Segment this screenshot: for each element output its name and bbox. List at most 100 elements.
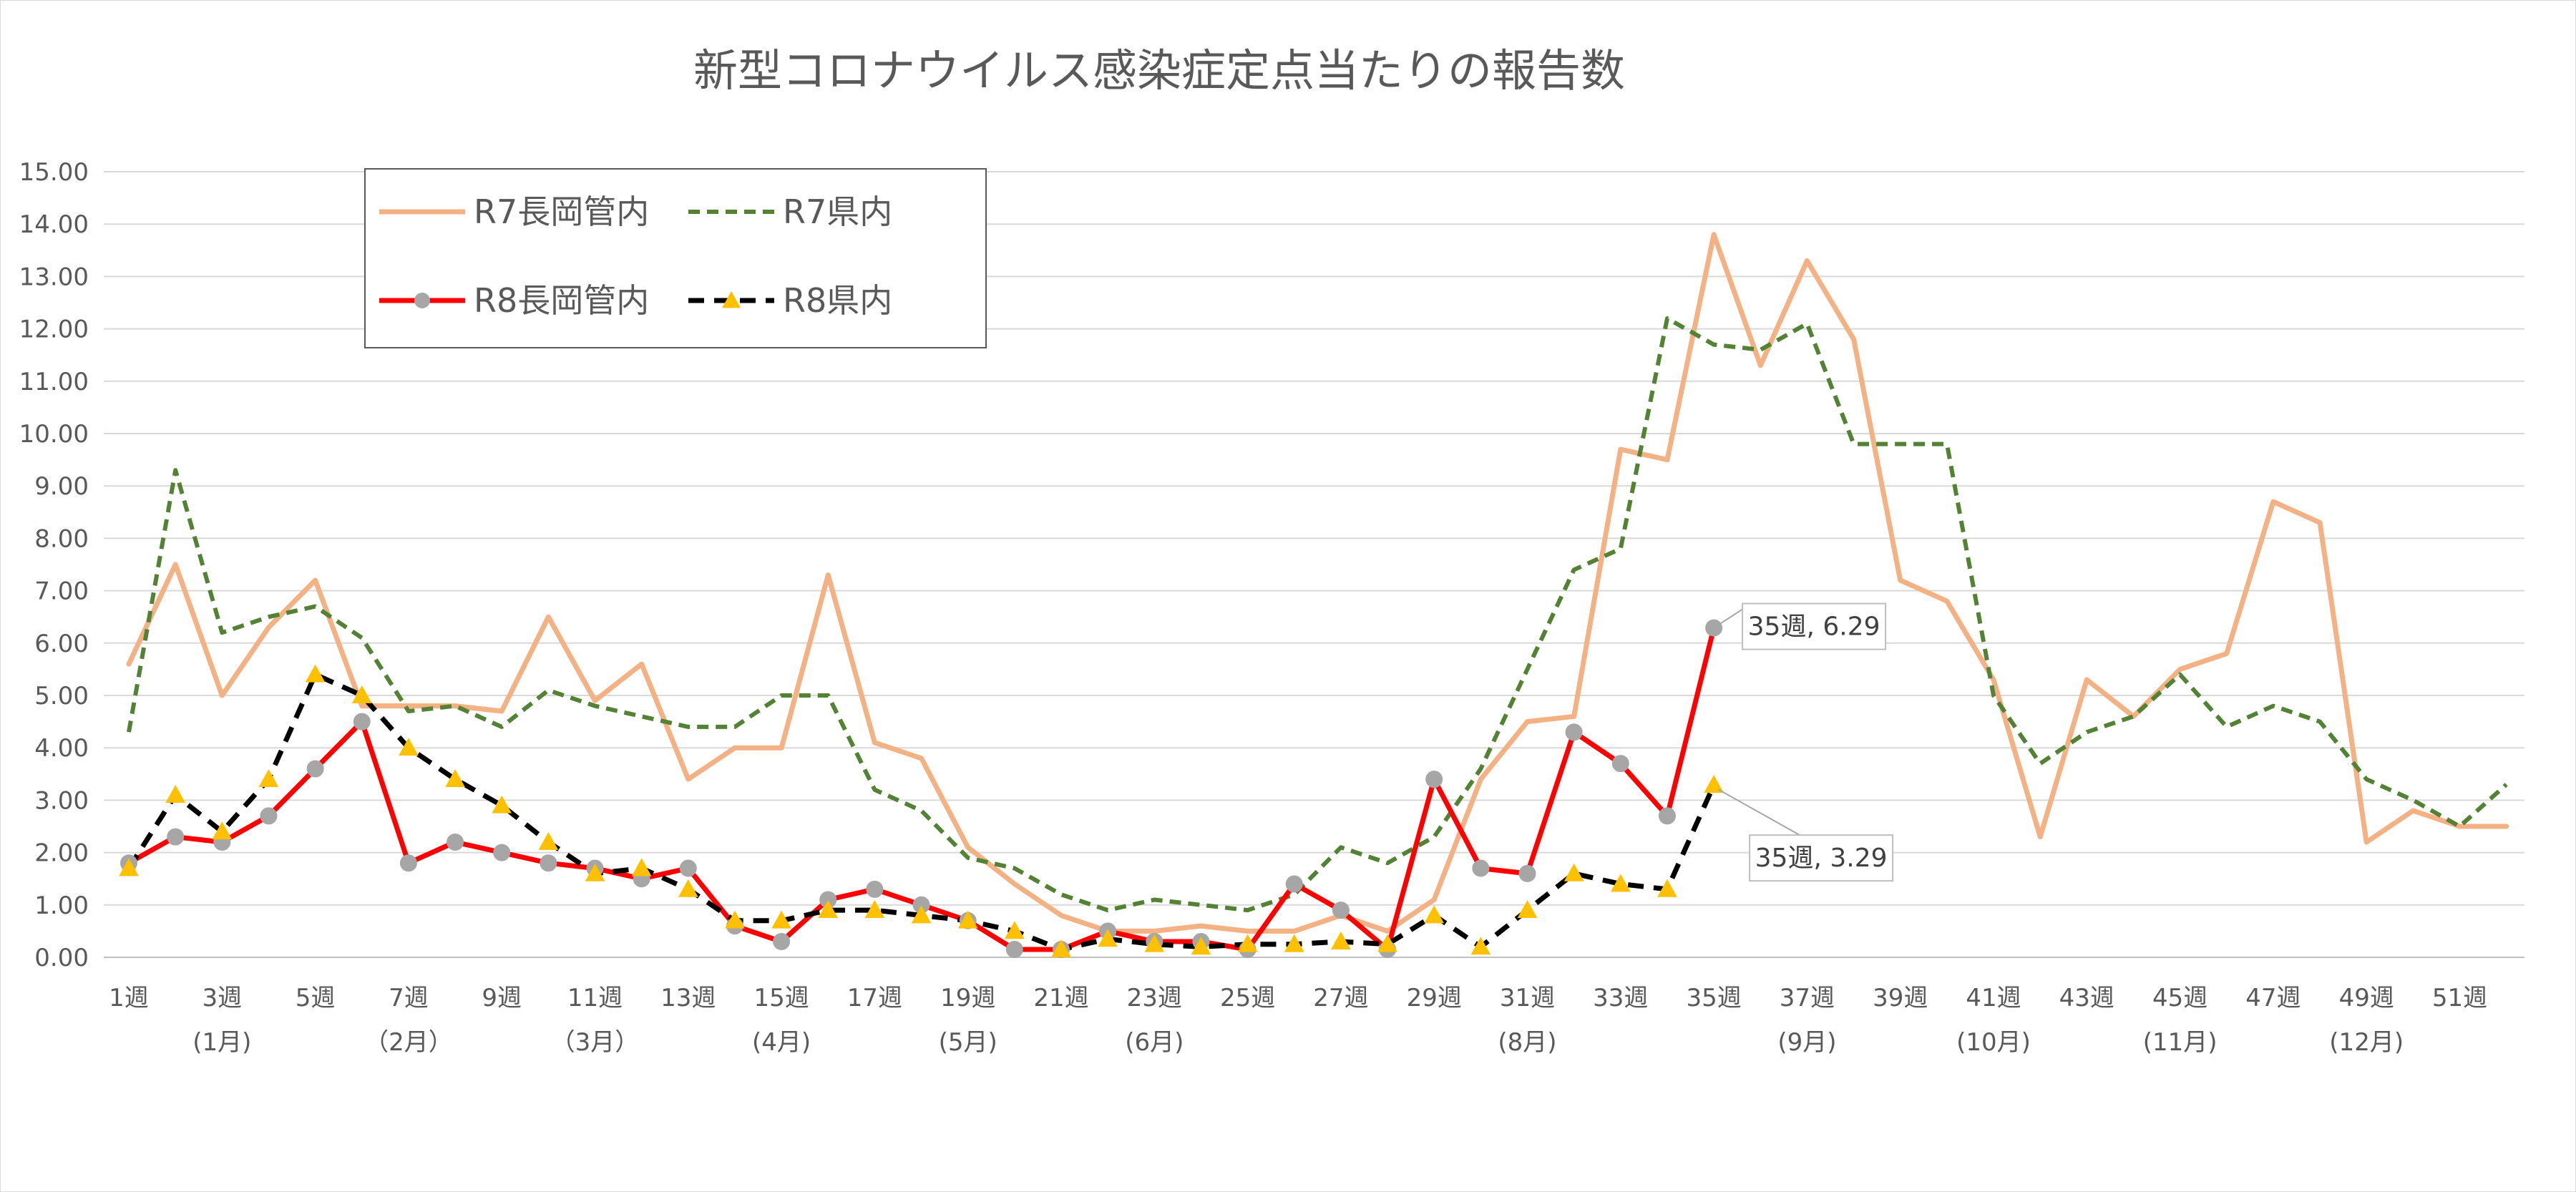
- data-point: [260, 807, 278, 825]
- data-point: [1705, 619, 1723, 637]
- data-point: [1098, 929, 1118, 947]
- x-tick-label: 11週: [567, 984, 623, 1012]
- x-tick-label: 43週: [2059, 984, 2114, 1012]
- y-tick-label: 0.00: [34, 944, 89, 972]
- data-point: [1191, 937, 1211, 955]
- x-axis-ticks: 1週 3週 5週 7週 9週 11週 13週 15週 17週 19週 21週 23週 25週 27週 29週…: [109, 984, 2487, 1012]
- legend-swatch-marker: [414, 293, 430, 308]
- data-point: [1332, 902, 1350, 919]
- x-tick-label: 3週: [202, 984, 242, 1012]
- data-point: [1517, 900, 1538, 919]
- x-tick-label: 39週: [1873, 984, 1928, 1012]
- data-point: [1005, 921, 1025, 939]
- x-tick-label: 5週: [296, 984, 336, 1012]
- legend-label: R7長岡管内: [474, 192, 649, 231]
- y-tick-label: 1.00: [34, 891, 89, 920]
- data-point: [771, 910, 791, 929]
- y-tick-label: 12.00: [19, 316, 89, 344]
- data-point: [911, 905, 932, 924]
- x-tick-label: 25週: [1220, 984, 1275, 1012]
- data-point: [1565, 723, 1583, 741]
- month-labels: (1月) （2月） （3月） (4月) (5月) (6月) (8月) (9月) (10月) (11…: [192, 1028, 2404, 1057]
- y-tick-label: 5.00: [34, 682, 89, 710]
- legend-label: R8県内: [783, 281, 892, 320]
- legend-box: [364, 168, 987, 348]
- month-label: (10月): [1956, 1028, 2031, 1057]
- data-point: [1237, 934, 1258, 952]
- legend-swatch-marker: [722, 291, 741, 308]
- y-axis-ticks: 0.00 1.00 2.00 3.00 4.00 5.00 6.00 7.00 8.00 9.00…: [19, 158, 89, 972]
- x-tick-label: 29週: [1407, 984, 1462, 1012]
- data-point: [258, 769, 279, 788]
- data-point: [212, 821, 233, 840]
- x-tick-label: 27週: [1313, 984, 1368, 1012]
- x-tick-label: 7週: [389, 984, 429, 1012]
- x-tick-label: 35週: [1686, 984, 1741, 1012]
- legend-label: R8長岡管内: [474, 281, 649, 320]
- data-point: [866, 880, 884, 898]
- callout-label: 35週, 6.29: [1748, 612, 1880, 642]
- data-point: [1424, 905, 1445, 924]
- month-label: (8月): [1498, 1028, 1556, 1057]
- data-point: [585, 863, 605, 881]
- series-line-1: [127, 316, 2508, 913]
- x-tick-label: 37週: [1780, 984, 1835, 1012]
- month-label: (11月): [2143, 1028, 2218, 1057]
- x-tick-label: 41週: [1966, 984, 2021, 1012]
- x-tick-label: 23週: [1127, 984, 1182, 1012]
- data-point: [353, 713, 371, 731]
- month-label: (9月): [1777, 1028, 1836, 1057]
- data-point: [957, 910, 978, 929]
- x-tick-label: 13週: [660, 984, 716, 1012]
- y-tick-label: 4.00: [34, 734, 89, 763]
- data-point: [492, 795, 512, 814]
- y-tick-label: 6.00: [34, 630, 89, 658]
- data-point: [1610, 874, 1631, 892]
- data-point: [165, 785, 185, 803]
- y-tick-label: 8.00: [34, 524, 89, 553]
- data-point: [679, 859, 697, 877]
- y-tick-label: 2.00: [34, 839, 89, 868]
- data-point: [1144, 934, 1165, 952]
- series-markers: [119, 619, 1724, 959]
- data-point: [1518, 864, 1536, 882]
- callout-box: [1749, 834, 1894, 882]
- data-point: [1658, 807, 1676, 825]
- month-label: (1月): [192, 1028, 251, 1057]
- month-label: （3月）: [551, 1028, 640, 1057]
- data-point: [399, 738, 419, 756]
- y-tick-label: 9.00: [34, 472, 89, 501]
- month-label: (6月): [1125, 1028, 1184, 1057]
- x-tick-label: 21週: [1033, 984, 1088, 1012]
- month-label: （2月）: [364, 1028, 453, 1057]
- x-tick-label: 51週: [2432, 984, 2487, 1012]
- data-point: [1051, 939, 1071, 957]
- month-label: (5月): [939, 1028, 997, 1057]
- x-tick-label: 17週: [847, 984, 902, 1012]
- y-tick-label: 11.00: [19, 368, 89, 396]
- data-point: [1563, 863, 1584, 881]
- y-tick-label: 14.00: [19, 210, 89, 239]
- y-tick-label: 3.00: [34, 786, 89, 815]
- data-point: [818, 900, 839, 919]
- data-point: [306, 760, 324, 778]
- data-point: [538, 831, 559, 850]
- callout-box: [1742, 602, 1887, 650]
- data-point: [119, 858, 139, 876]
- callout-leader: [1717, 608, 1743, 626]
- legend: R7長岡管内 R7県内 R8長岡管内 R8県内: [364, 168, 987, 348]
- x-tick-label: 19週: [940, 984, 995, 1012]
- x-tick-label: 1週: [109, 984, 149, 1012]
- data-point: [540, 854, 557, 872]
- data-point: [1005, 941, 1023, 959]
- data-point: [1285, 875, 1303, 893]
- data-point: [1425, 771, 1443, 788]
- x-tick-label: 45週: [2152, 984, 2207, 1012]
- x-tick-label: 9週: [482, 984, 522, 1012]
- data-point: [167, 828, 185, 846]
- callout-label: 35週, 3.29: [1755, 844, 1888, 873]
- x-tick-label: 47週: [2245, 984, 2301, 1012]
- data-point: [1470, 937, 1491, 955]
- x-tick-label: 15週: [753, 984, 809, 1012]
